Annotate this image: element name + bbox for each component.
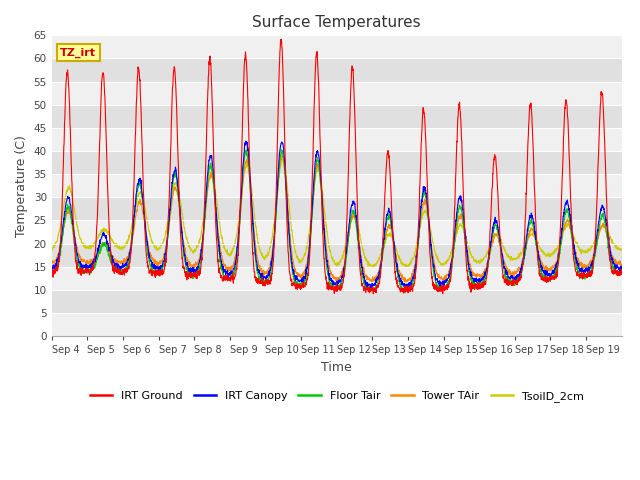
Bar [52, 128, 621, 151]
Bar [52, 59, 621, 82]
Bar [52, 220, 621, 244]
Bar [52, 105, 621, 128]
Legend: IRT Ground, IRT Canopy, Floor Tair, Tower TAir, TsoilD_2cm: IRT Ground, IRT Canopy, Floor Tair, Towe… [85, 387, 588, 407]
Bar [52, 174, 621, 197]
Bar [52, 244, 621, 267]
Text: TZ_irt: TZ_irt [60, 48, 96, 58]
Bar [52, 267, 621, 290]
Bar [52, 82, 621, 105]
Bar [52, 290, 621, 313]
Bar [52, 313, 621, 336]
Bar [52, 197, 621, 220]
X-axis label: Time: Time [321, 361, 352, 374]
Title: Surface Temperatures: Surface Temperatures [252, 15, 421, 30]
Y-axis label: Temperature (C): Temperature (C) [15, 135, 28, 237]
Bar [52, 151, 621, 174]
Bar [52, 36, 621, 59]
